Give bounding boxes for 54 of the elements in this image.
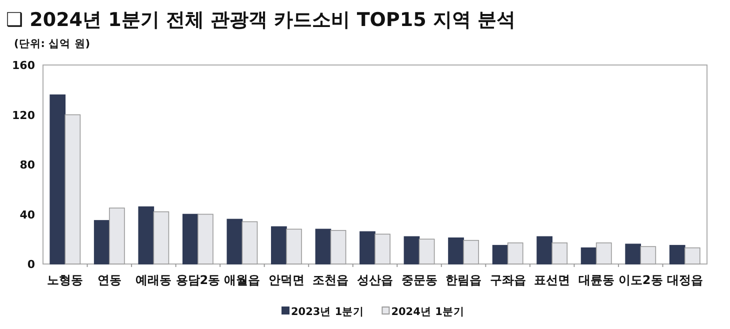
x-tick-label: 중문동	[401, 273, 438, 287]
bar	[580, 247, 597, 264]
bar	[463, 240, 479, 264]
y-tick-label: 160	[12, 59, 36, 72]
bar	[271, 226, 287, 264]
bar	[94, 220, 110, 264]
bar	[242, 221, 258, 264]
y-tick-label: 120	[12, 108, 36, 122]
bar	[138, 206, 154, 264]
bar	[669, 244, 686, 264]
x-tick-label: 대륜동	[578, 273, 614, 287]
bar	[153, 211, 170, 264]
x-tick-label: 표선면	[534, 273, 570, 287]
x-tick-label: 조천읍	[312, 273, 349, 287]
bar	[109, 208, 125, 264]
chart-title: ❑ 2024년 1분기 전체 관광객 카드소비 TOP15 지역 분석	[6, 9, 516, 31]
chart-subtitle: (단위: 십억 원)	[14, 38, 90, 50]
x-tick-label: 성산읍	[357, 273, 393, 287]
bar	[315, 228, 332, 264]
bar	[404, 236, 420, 264]
x-tick-label: 한림읍	[446, 273, 482, 287]
bar	[330, 230, 346, 264]
bar	[360, 231, 376, 264]
x-tick-label: 구좌읍	[490, 273, 526, 287]
x-tick-label: 용담2동	[176, 273, 220, 287]
x-tick-label: 예래동	[136, 273, 172, 287]
bar	[552, 242, 568, 264]
bar	[50, 94, 66, 264]
x-tick-label: 이도2동	[618, 273, 663, 287]
bar	[64, 114, 81, 264]
x-tick-label: 연동	[97, 273, 122, 287]
legend-label: 2024년 1분기	[391, 306, 464, 318]
bar	[198, 214, 214, 264]
x-tick-label: 노형동	[47, 273, 84, 287]
bar	[492, 244, 508, 264]
x-tick-label: 안덕면	[268, 273, 304, 287]
y-tick-label: 0	[27, 258, 36, 271]
bar	[418, 238, 435, 264]
bar	[536, 236, 552, 264]
x-tick-label: 대정읍	[666, 273, 703, 287]
bar	[640, 246, 656, 264]
x-tick-label: 애월읍	[224, 273, 260, 287]
legend-label: 2023년 1분기	[291, 306, 364, 318]
bar	[286, 228, 302, 264]
y-tick-label: 80	[20, 158, 36, 172]
bar	[182, 214, 198, 264]
bar	[625, 244, 641, 264]
bar	[596, 242, 612, 264]
bar	[507, 242, 524, 264]
bar	[374, 234, 390, 264]
y-tick-label: 40	[20, 208, 36, 222]
bar	[684, 247, 700, 264]
bar	[226, 218, 243, 264]
bar	[448, 237, 464, 264]
